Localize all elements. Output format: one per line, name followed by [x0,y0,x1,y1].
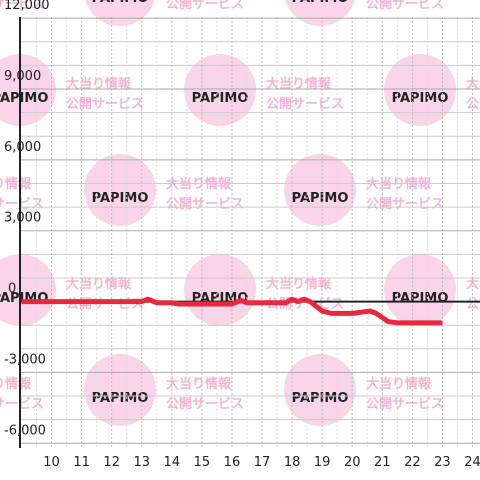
watermark-text: 大当り情報 [166,176,232,192]
watermark-brand: PAPIMO [392,91,449,106]
y-tick-label: 3,000 [4,211,41,226]
watermark-logo [84,354,156,426]
y-tick-label: 9,000 [4,69,41,84]
watermark-text: 公開サービス [0,196,44,212]
x-tick-label: 20 [344,455,361,470]
y-tick-label: 12,000 [4,0,50,13]
watermark-text: 公開サービス [466,96,480,112]
y-tick-label: 6,000 [4,140,41,155]
watermark-logo [84,154,156,226]
watermark-text: 大当り情報 [466,76,480,92]
watermark-brand: PAPIMO [292,191,349,206]
watermark-text: 大当り情報 [366,376,432,392]
watermark-text: 大当り情報 [266,276,332,292]
x-tick-label: 15 [194,455,211,470]
x-tick-label: 21 [374,455,391,470]
y-tick-label: -3,000 [4,352,46,367]
watermark-logo [384,254,456,326]
watermark-text: 大当り情報 [166,376,232,392]
watermark-text: 公開サービス [466,296,480,312]
watermark-logo [0,254,56,326]
watermark-text: 公開サービス [166,196,244,212]
watermark-text: 公開サービス [166,396,244,412]
watermark-brand: PAPIMO [92,0,149,6]
watermark-logo [184,54,256,126]
watermark-brand: PAPIMO [292,0,349,6]
watermark-text: 公開サービス [66,96,144,112]
watermark-text: 公開サービス [0,396,44,412]
x-tick-label: 11 [73,455,90,470]
x-tick-label: 22 [404,455,421,470]
x-tick-label: 23 [434,455,451,470]
watermark-logo [284,354,356,426]
watermark-logo [0,54,56,126]
data-line [21,296,443,326]
watermark-brand: PAPIMO [92,391,149,406]
watermark-logo [184,254,256,326]
watermark-text: 公開サービス [366,196,444,212]
x-tick-label: 18 [284,455,301,470]
watermark-text: 公開サービス [266,296,344,312]
watermark-brand: PAPIMO [292,391,349,406]
watermark-text: 大当り情報 [66,76,132,92]
watermark-logo [285,0,355,26]
watermark-text: 大当り情報 [0,376,32,392]
watermark-text: 大当り情報 [366,176,432,192]
x-tick-label: 13 [133,455,150,470]
watermark-text: 公開サービス [266,96,344,112]
watermark-brand: PAPIMO [192,91,249,106]
watermark-text: 公開サービス [366,0,444,12]
watermark-text: 公開サービス [166,0,244,12]
watermark-brand: PAPIMO [0,91,48,106]
watermark-logo [85,0,155,26]
watermark-logo [384,54,456,126]
watermark-text: 大当り情報 [266,76,332,92]
watermark-text: 大当り情報 [466,276,480,292]
watermark-text: 公開サービス [366,396,444,412]
watermark-brand: PAPIMO [392,291,449,306]
watermark-logo [284,154,356,226]
y-tick-label: 0 [8,282,16,297]
watermark-brand: PAPIMO [92,191,149,206]
y-tick-label: -6,000 [4,423,46,438]
watermark-text: 公開サービス [0,0,44,12]
x-tick-label: 17 [254,455,271,470]
x-tick-label: 24 [464,455,480,470]
x-tick-label: 12 [103,455,120,470]
x-tick-label: 19 [314,455,331,470]
x-tick-label: 14 [164,455,181,470]
watermark-text: 大当り情報 [66,276,132,292]
watermark-text: 大当り情報 [0,176,32,192]
x-tick-label: 16 [224,455,241,470]
x-tick-label: 10 [43,455,60,470]
